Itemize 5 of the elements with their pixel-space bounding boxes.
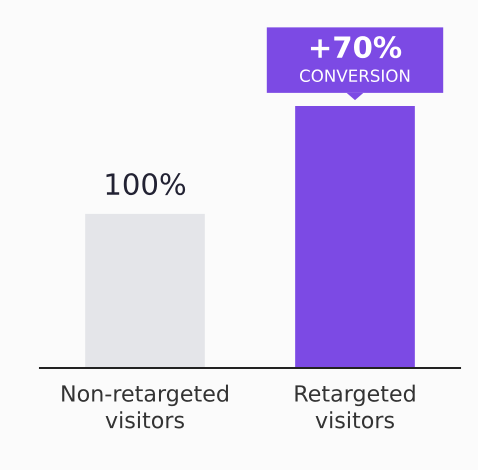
x-tick-label: Non-retargeted visitors	[62, 384, 228, 428]
annotation: +70%	[310, 36, 402, 58]
data-label: 100%	[106, 173, 186, 196]
x-tick-label: Retargeted visitors	[295, 384, 415, 428]
text: CONVERSION	[300, 69, 410, 82]
